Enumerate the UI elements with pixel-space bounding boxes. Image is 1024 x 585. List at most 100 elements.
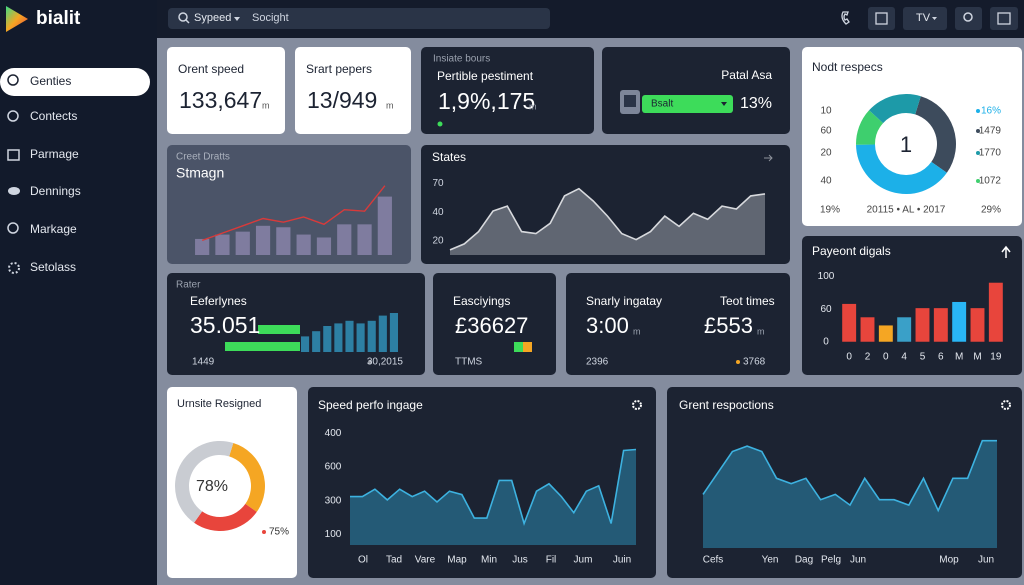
- bar: [312, 331, 321, 352]
- progress-bar: [225, 342, 300, 351]
- donut-segment: [194, 503, 257, 532]
- legend-label: 1770: [979, 148, 1002, 159]
- slider-icon: [624, 95, 636, 107]
- stat-value: £553: [704, 313, 753, 338]
- nav-item[interactable]: Parmage: [30, 147, 79, 161]
- axis-label: 20: [820, 148, 832, 159]
- bar: [334, 323, 343, 352]
- bar: [878, 325, 893, 342]
- search-query[interactable]: Socight: [252, 12, 289, 24]
- area-fill: [450, 188, 765, 255]
- stat-value: 3:00: [586, 313, 629, 338]
- bar: [389, 313, 398, 352]
- nav-item[interactable]: Genties: [30, 74, 71, 88]
- footer-label: 20115 • AL • 2017: [867, 205, 946, 216]
- stat-value: 13%: [740, 95, 772, 112]
- nav-item[interactable]: Setolass: [30, 260, 76, 274]
- bar: [842, 303, 857, 342]
- arrow-up-icon[interactable]: [1001, 245, 1011, 258]
- x-tick-label: Ol: [358, 555, 368, 566]
- select[interactable]: [642, 95, 733, 113]
- arrow-icon: [764, 154, 773, 162]
- nav-icon: [7, 149, 20, 161]
- x-tick-label: Dag: [795, 555, 813, 566]
- phone-icon[interactable]: [841, 11, 850, 25]
- legend-dot: [976, 109, 980, 113]
- caret: [932, 17, 937, 20]
- toolbar-button[interactable]: [868, 7, 895, 30]
- search-icon: [178, 12, 188, 22]
- y-tick-label: 100: [325, 529, 342, 540]
- bar: [316, 237, 332, 255]
- nav-selected[interactable]: [0, 68, 150, 96]
- nav-icon: [7, 222, 19, 234]
- legend-dot: [976, 129, 980, 133]
- gear-icon[interactable]: [632, 400, 642, 410]
- bar: [195, 238, 210, 255]
- note: 75%: [269, 527, 289, 538]
- toolbar-button[interactable]: [990, 7, 1018, 30]
- nav-icon: [7, 110, 19, 122]
- nav-item[interactable]: Markage: [30, 222, 77, 236]
- toolbar-button[interactable]: [955, 7, 982, 30]
- search-box[interactable]: [168, 8, 550, 29]
- area-fill: [703, 440, 997, 548]
- card: [802, 236, 1022, 375]
- toolbar-menu[interactable]: [903, 7, 947, 30]
- bar: [235, 231, 250, 255]
- bar: [356, 323, 365, 352]
- area-line: [350, 448, 637, 527]
- y-tick-label: 60: [820, 304, 832, 315]
- legend-swatch: [523, 342, 532, 352]
- x-tick-label: Juin: [613, 555, 631, 566]
- x-tick-label: 2: [865, 352, 871, 363]
- card-title: Speed perfo ingage: [318, 398, 423, 412]
- y-tick-label: 400: [325, 428, 342, 439]
- footer-label: 19%: [820, 205, 840, 216]
- area-line: [449, 187, 766, 251]
- nav-item[interactable]: Dennings: [30, 184, 81, 198]
- x-tick-label: Mop: [939, 555, 959, 566]
- bar: [988, 282, 1003, 342]
- nav-icon: [8, 187, 20, 195]
- gear-icon[interactable]: [1001, 400, 1011, 410]
- x-tick-label: Fil: [546, 555, 557, 566]
- toolbar-menu-label[interactable]: TV: [916, 12, 931, 24]
- y-tick-label: 100: [818, 271, 835, 282]
- x-tick-label: Tad: [386, 555, 402, 566]
- toolbar-icon: [963, 12, 973, 22]
- toolbar-icon: [875, 12, 888, 25]
- nav-item[interactable]: Contects: [30, 109, 77, 123]
- y-tick-label: 300: [325, 495, 342, 506]
- stat-unit: m: [529, 101, 537, 111]
- axis-label: 60: [820, 126, 832, 137]
- donut-segment: [915, 96, 956, 173]
- card-title: Nodt respecs: [812, 60, 883, 74]
- x-tick-label: 19: [990, 352, 1002, 363]
- search-icon: [185, 19, 190, 24]
- status-dot: [437, 121, 443, 127]
- x-tick-label: Min: [481, 555, 497, 566]
- donut-segment: [174, 440, 234, 523]
- search-filter[interactable]: Sypeed: [194, 12, 231, 24]
- x-tick-label: 0: [846, 352, 852, 363]
- brand: bialit: [36, 8, 81, 29]
- donut-segment: [856, 144, 947, 194]
- stat-unit: m: [633, 326, 641, 336]
- note: 1449: [192, 357, 215, 368]
- sidebar: [0, 0, 157, 585]
- y-tick-label: 40: [432, 207, 444, 218]
- card-title: Teot times: [720, 294, 775, 308]
- nav-icon: [7, 74, 19, 86]
- x-tick-label: Cefs: [703, 555, 724, 566]
- card: [802, 47, 1022, 226]
- axis-label: 40: [820, 176, 832, 187]
- caret: [721, 102, 727, 106]
- legend-label: 1072: [979, 176, 1002, 187]
- logo-icon: [6, 6, 28, 32]
- bar: [860, 317, 875, 342]
- y-tick-label: 600: [325, 462, 342, 473]
- stat-value: 13/949: [307, 87, 377, 113]
- select-label[interactable]: Bsalt: [651, 99, 673, 110]
- legend-swatch: [514, 342, 523, 352]
